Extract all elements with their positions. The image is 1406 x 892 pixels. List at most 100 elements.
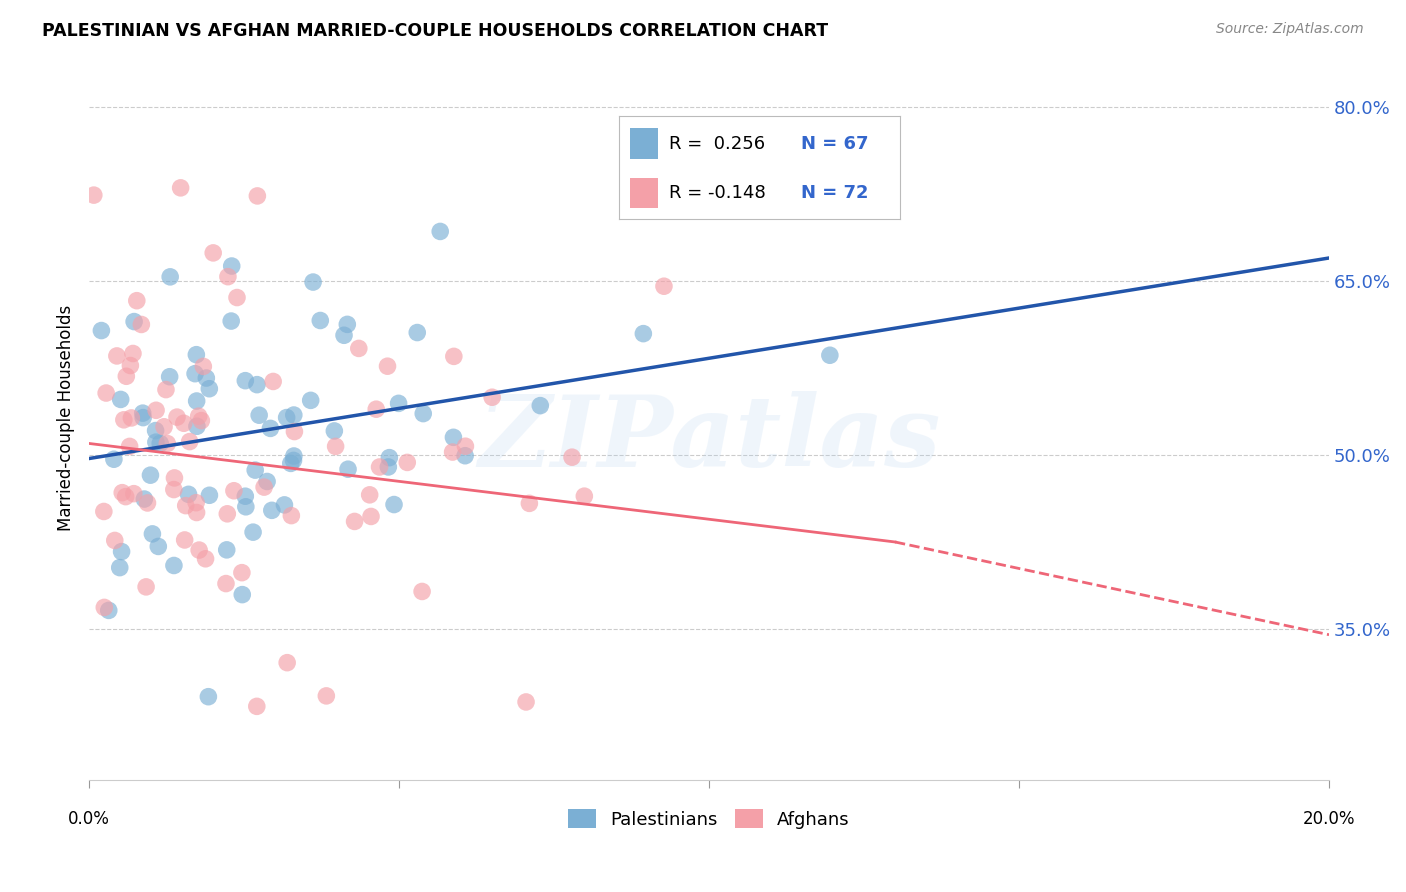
Point bbox=[368, 460, 391, 475]
Point bbox=[186, 419, 208, 434]
Point bbox=[529, 399, 551, 413]
Point bbox=[276, 656, 298, 670]
Point bbox=[159, 369, 181, 384]
Point bbox=[97, 603, 120, 617]
Point bbox=[246, 189, 269, 203]
Point bbox=[396, 455, 419, 469]
Point bbox=[377, 459, 399, 474]
Point bbox=[242, 525, 264, 540]
Point bbox=[215, 542, 238, 557]
Text: R = -0.148: R = -0.148 bbox=[669, 184, 766, 202]
Point bbox=[153, 419, 176, 434]
Point bbox=[186, 348, 208, 362]
Point bbox=[110, 392, 132, 407]
Point bbox=[120, 411, 142, 425]
Point bbox=[198, 382, 221, 396]
Point bbox=[247, 408, 270, 422]
Point bbox=[105, 349, 128, 363]
Point bbox=[217, 269, 239, 284]
Point bbox=[193, 359, 215, 374]
Point bbox=[259, 421, 281, 435]
Point bbox=[197, 690, 219, 704]
Point bbox=[118, 439, 141, 453]
Point bbox=[280, 456, 302, 470]
Point bbox=[125, 293, 148, 308]
Text: N = 67: N = 67 bbox=[801, 135, 869, 153]
Point bbox=[283, 449, 305, 463]
Point bbox=[454, 439, 477, 453]
Point bbox=[429, 224, 451, 238]
Point bbox=[187, 409, 209, 424]
Point bbox=[215, 576, 238, 591]
Point bbox=[245, 463, 267, 477]
Point bbox=[222, 483, 245, 498]
Point bbox=[103, 452, 125, 467]
Point bbox=[333, 328, 356, 343]
Point bbox=[299, 393, 322, 408]
Point bbox=[188, 543, 211, 558]
Point bbox=[159, 269, 181, 284]
Point bbox=[519, 496, 541, 510]
Point bbox=[186, 394, 208, 409]
Point bbox=[443, 350, 465, 364]
Point bbox=[122, 315, 145, 329]
Point bbox=[273, 498, 295, 512]
Point bbox=[235, 500, 257, 514]
Point bbox=[145, 424, 167, 438]
Point bbox=[166, 410, 188, 425]
Point bbox=[441, 445, 464, 459]
Point bbox=[194, 551, 217, 566]
Point bbox=[377, 359, 399, 374]
Point bbox=[818, 348, 841, 362]
Point bbox=[186, 506, 208, 520]
Point bbox=[412, 407, 434, 421]
Point bbox=[633, 326, 655, 341]
Point bbox=[283, 453, 305, 467]
Text: PALESTINIAN VS AFGHAN MARRIED-COUPLE HOUSEHOLDS CORRELATION CHART: PALESTINIAN VS AFGHAN MARRIED-COUPLE HOU… bbox=[42, 22, 828, 40]
Point bbox=[325, 439, 347, 453]
Point bbox=[163, 483, 186, 497]
Point bbox=[337, 462, 360, 476]
Point bbox=[112, 413, 135, 427]
Point bbox=[195, 371, 218, 385]
Point bbox=[173, 533, 195, 547]
Point bbox=[276, 410, 298, 425]
Point bbox=[163, 471, 186, 485]
Point bbox=[574, 489, 596, 503]
Point bbox=[233, 489, 256, 503]
Point bbox=[515, 695, 537, 709]
Text: R =  0.256: R = 0.256 bbox=[669, 135, 765, 153]
Point bbox=[108, 560, 131, 574]
Point bbox=[93, 600, 115, 615]
Point bbox=[323, 424, 346, 438]
Point bbox=[382, 498, 405, 512]
Point bbox=[221, 259, 243, 273]
Point bbox=[217, 507, 239, 521]
Point bbox=[173, 417, 195, 431]
Point bbox=[120, 359, 142, 373]
Point bbox=[233, 374, 256, 388]
Text: 0.0%: 0.0% bbox=[67, 810, 110, 828]
Point bbox=[132, 410, 155, 425]
Legend: Palestinians, Afghans: Palestinians, Afghans bbox=[561, 802, 856, 836]
Point bbox=[231, 588, 253, 602]
Point bbox=[110, 544, 132, 558]
Point bbox=[90, 324, 112, 338]
Point bbox=[226, 291, 249, 305]
Point bbox=[94, 386, 117, 401]
Point bbox=[114, 490, 136, 504]
Point bbox=[177, 487, 200, 501]
Point bbox=[149, 436, 172, 450]
Point bbox=[219, 314, 242, 328]
Point bbox=[111, 485, 134, 500]
Point bbox=[246, 377, 269, 392]
Point bbox=[145, 403, 167, 417]
Point bbox=[104, 533, 127, 548]
Point bbox=[156, 436, 179, 450]
Point bbox=[148, 540, 170, 554]
Point bbox=[411, 584, 433, 599]
Point bbox=[190, 414, 212, 428]
Point bbox=[139, 468, 162, 483]
Text: N = 72: N = 72 bbox=[801, 184, 869, 202]
Point bbox=[184, 367, 207, 381]
